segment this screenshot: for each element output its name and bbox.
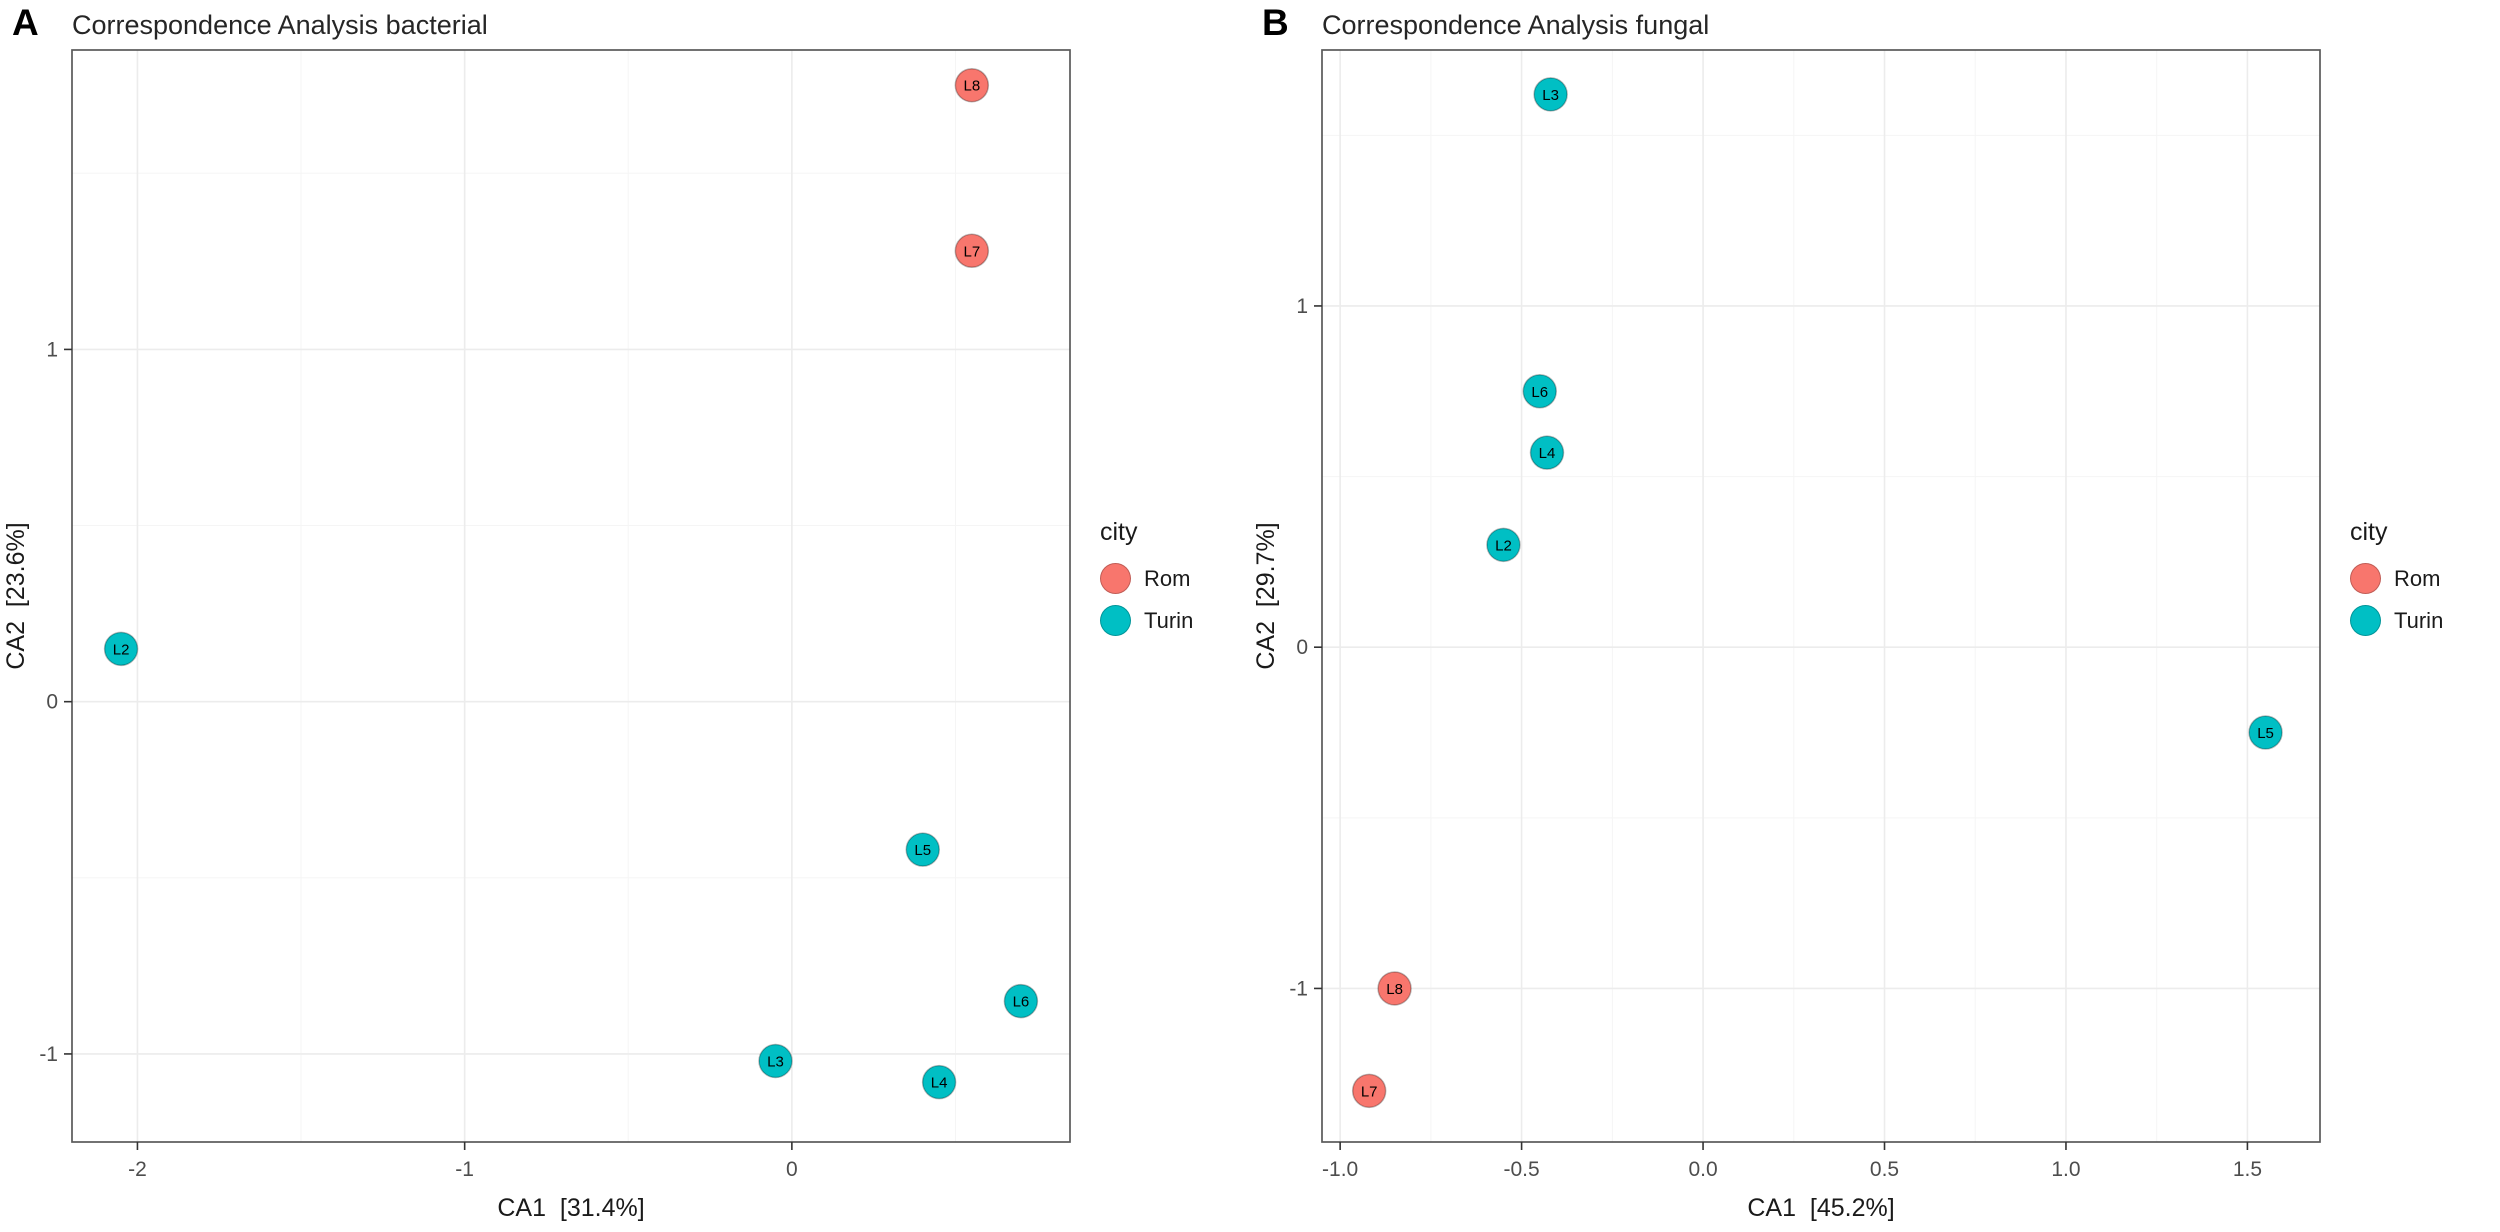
x-tick-label: 0.5 bbox=[1870, 1158, 1899, 1181]
x-axis-title: CA1 [45.2%] bbox=[1747, 1194, 1894, 1222]
legend-item-rom: Rom bbox=[2350, 563, 2500, 594]
x-axis-title: CA1 [31.4%] bbox=[497, 1194, 644, 1222]
legend-b: city Rom Turin bbox=[2350, 518, 2500, 647]
y-axis-title: CA2 [29.7%] bbox=[1252, 522, 1280, 669]
point-L3 bbox=[1533, 77, 1568, 112]
point-label-L2: L2 bbox=[113, 641, 130, 658]
plot-border bbox=[71, 49, 1071, 1143]
x-tick-label: -1 bbox=[455, 1158, 474, 1181]
point-label-L8: L8 bbox=[1386, 981, 1403, 998]
legend-label-turin: Turin bbox=[2394, 607, 2444, 633]
x-tick-label: 0.0 bbox=[1688, 1158, 1717, 1181]
point-L4 bbox=[921, 1064, 957, 1100]
panel-a: A Correspondence Analysis bacterial -2 -1… bbox=[2, 2, 1250, 1222]
point-label-L2: L2 bbox=[1495, 537, 1512, 554]
legend-title: city bbox=[1100, 518, 1138, 546]
point-label-L3: L3 bbox=[1542, 87, 1559, 104]
y-tick-label: 1 bbox=[1296, 295, 1308, 318]
point-label-L7: L7 bbox=[1361, 1083, 1378, 1100]
y-axis-title: CA2 [23.6%] bbox=[2, 522, 30, 669]
legend-item-turin: Turin bbox=[2350, 605, 2500, 636]
x-tick-label: 0 bbox=[786, 1158, 798, 1181]
legend-a: city Rom Turin bbox=[1100, 518, 1250, 647]
legend-title: city bbox=[2350, 518, 2388, 546]
point-label-L4: L4 bbox=[1539, 445, 1556, 462]
point-L8 bbox=[1377, 971, 1412, 1006]
legend-swatch-rom bbox=[2350, 563, 2381, 594]
point-L6 bbox=[1003, 983, 1039, 1019]
plot-area bbox=[72, 50, 1070, 1142]
x-tick-label: -0.5 bbox=[1504, 1158, 1540, 1181]
plot-area bbox=[1322, 50, 2320, 1142]
point-L2 bbox=[103, 631, 139, 667]
y-tick-label: -1 bbox=[1289, 977, 1308, 1000]
x-tick-label: 1.0 bbox=[2051, 1158, 2080, 1181]
y-tick-label: 0 bbox=[1296, 636, 1308, 659]
y-tick-label: -1 bbox=[39, 1043, 58, 1066]
panel-a-chart: -2 -1 0 -1 0 1 CA1 [31.4%] CA2 [23.6%] L8 L7 L2 L5 L… bbox=[2, 49, 1071, 1222]
x-tick-label: -2 bbox=[128, 1158, 147, 1181]
legend-swatch-rom bbox=[1100, 563, 1131, 594]
point-L3 bbox=[758, 1043, 793, 1079]
point-label-L7: L7 bbox=[963, 243, 980, 260]
y-tick-label: 0 bbox=[46, 691, 58, 714]
panel-a-letter: A bbox=[12, 2, 39, 43]
point-label-L6: L6 bbox=[1531, 384, 1548, 401]
legend-label-rom: Rom bbox=[2394, 565, 2441, 591]
point-L7 bbox=[954, 233, 990, 269]
point-label-L5: L5 bbox=[914, 842, 931, 859]
legend-label-rom: Rom bbox=[1144, 565, 1191, 591]
plot-border bbox=[1321, 49, 2321, 1143]
point-L2 bbox=[1486, 527, 1521, 563]
panel-b-letter: B bbox=[1262, 2, 1289, 43]
panel-b-title: Correspondence Analysis fungal bbox=[1322, 10, 1710, 40]
legend-swatch-turin bbox=[1100, 605, 1131, 636]
legend-item-rom: Rom bbox=[1100, 563, 1250, 594]
panel-a-title: Correspondence Analysis bacterial bbox=[72, 10, 488, 40]
panel-b-chart: -1.0 -0.5 0.0 0.5 1.0 1.5 -1 0 1 CA1 [45.2%] CA2 [… bbox=[1252, 49, 2321, 1222]
legend-label-turin: Turin bbox=[1144, 607, 1194, 633]
y-tick-label: 1 bbox=[46, 338, 58, 361]
point-L5 bbox=[905, 832, 941, 867]
legend-swatch-turin bbox=[2350, 605, 2381, 636]
point-L7 bbox=[1351, 1073, 1387, 1109]
point-label-L6: L6 bbox=[1013, 994, 1030, 1011]
point-label-L8: L8 bbox=[963, 78, 980, 95]
point-L5 bbox=[2248, 715, 2283, 750]
legend-item-turin: Turin bbox=[1100, 605, 1250, 636]
x-tick-label: 1.5 bbox=[2233, 1158, 2262, 1181]
x-tick-label: -1.0 bbox=[1322, 1158, 1358, 1181]
point-label-L4: L4 bbox=[931, 1075, 948, 1092]
point-L8 bbox=[954, 67, 990, 103]
point-L6 bbox=[1522, 374, 1557, 409]
point-label-L5: L5 bbox=[2257, 725, 2274, 742]
panel-b: B Correspondence Analysis fungal -1.0 -0.… bbox=[1250, 0, 2500, 1232]
point-L4 bbox=[1529, 435, 1565, 470]
point-label-L3: L3 bbox=[767, 1053, 784, 1070]
